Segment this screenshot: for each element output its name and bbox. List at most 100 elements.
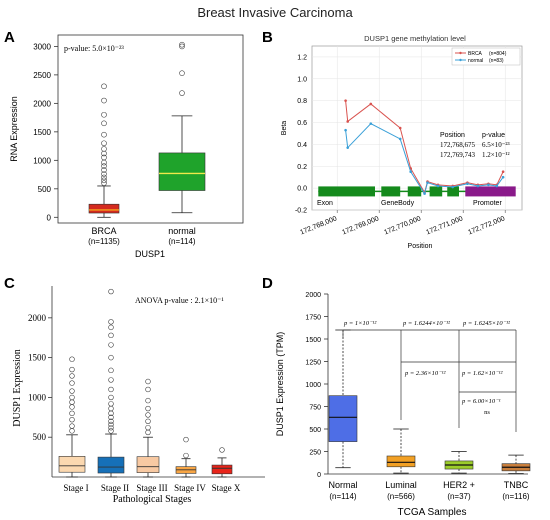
panel-c-stage-0-outlier <box>69 366 75 373</box>
panel-b-xlabel: Position <box>408 243 433 250</box>
panel-b-legend-name-1: normal <box>468 58 483 64</box>
panel-d-xtick-count: (n=116) <box>502 492 530 501</box>
panel-a-ytick-label: 0 <box>47 213 52 222</box>
panel-a: A 0 500 1000 1500 2000 2500 3000 RNA Expressio… <box>4 29 244 259</box>
panel-d-p-luminal-her2: p = 2.36×10⁻¹² <box>404 370 447 377</box>
panel-b-line-brca <box>345 100 504 194</box>
panel-d-xtick-count: (n=114) <box>329 492 357 501</box>
panel-c-stage-1-outlier <box>108 401 114 407</box>
panel-c-stage-2-box <box>136 456 160 473</box>
panel-a-ytick-label: 1500 <box>33 128 51 137</box>
panel-b-title: DUSP1 gene methylation level <box>364 34 466 43</box>
panel-d-ns-label: ns <box>484 409 490 416</box>
panel-d-ytick-label: 250 <box>309 450 321 457</box>
panel-b-ytick-label: 0.2 <box>297 164 307 171</box>
panel-b-exon-block <box>381 186 401 197</box>
panel-d-p-normal-luminal: p = 1×10⁻¹² <box>343 320 377 327</box>
panel-b-ytick-label: 1.0 <box>297 76 307 83</box>
figure-title: Breast Invasive Carcinoma <box>197 5 353 20</box>
panel-b: B DUSP1 gene methylation level -0.2 0.0 0.… <box>262 29 523 250</box>
panel-b-point-normal <box>346 146 350 149</box>
panel-a-ylabel: RNA Expression <box>9 96 19 162</box>
panel-d-y-axis: 0 250 500 750 1000 1250 1500 1750 2000 <box>305 292 328 479</box>
panel-c-stage-0-outlier <box>69 356 75 362</box>
panel-b-point-normal <box>398 137 402 141</box>
panel-d-p-luminal-tnbc: p = 1.62×10⁻¹² <box>461 370 504 377</box>
panel-b-point-normal <box>436 184 440 188</box>
panel-b-stats-header-0: Position <box>440 132 465 139</box>
panel-c-stage-1-outlier <box>108 342 114 348</box>
panel-b-point-normal <box>487 183 490 187</box>
panel-c-stage-1-outlier <box>108 424 114 431</box>
panel-b-genebody-label: GeneBody <box>381 200 415 207</box>
panel-b-ytick-label: 0.6 <box>297 120 307 127</box>
panel-c-stage-2-outlier <box>145 386 151 393</box>
panel-d: D 0 250 500 750 1000 1250 1500 1750 2000 DUSP1 E… <box>262 275 531 518</box>
panel-b-line-normal <box>345 123 504 195</box>
panel-a-brca-outlier <box>101 97 107 104</box>
panel-a-normal-outlier <box>179 43 185 50</box>
panel-b-legend-box <box>451 47 521 66</box>
panel-a-brca-outlier <box>101 159 107 166</box>
panel-d-xtick-count: (n=37) <box>447 492 471 501</box>
panel-a-brca-outlier <box>101 171 107 177</box>
panel-c-stage-2-outlier <box>145 429 151 436</box>
panel-b-ytick-label: -0.2 <box>295 208 307 215</box>
panel-c-stage-1-outlier <box>108 421 114 428</box>
panel-b-point-normal <box>476 184 480 188</box>
panel-c-stage-1-outlier <box>108 394 114 401</box>
panel-a-brca-outlier <box>101 177 107 184</box>
panel-c-stage-1-outlier <box>108 324 114 331</box>
panel-d-ytick-label: 750 <box>309 405 321 412</box>
panel-c-stage-2-outlier <box>145 424 151 431</box>
panel-a-brca-outlier <box>101 154 107 161</box>
panel-a-normal-box <box>158 152 206 191</box>
panel-d-0-box <box>328 395 358 442</box>
panel-c-stage-0-outlier <box>69 388 75 394</box>
panel-d-xtick-label: Normal <box>328 480 357 490</box>
panel-b-series <box>344 99 505 195</box>
panel-c-stage-4-box <box>211 464 233 475</box>
panel-a-brca-outlier <box>101 167 107 173</box>
panel-a-frame <box>57 34 244 224</box>
panel-c-xlabel: Pathological Stages <box>113 494 192 505</box>
panel-c-stage-1-box <box>97 456 125 474</box>
panel-letter-c: C <box>4 275 15 292</box>
panel-d-p-normal-tnbc: p = 1.6245×10⁻¹² <box>462 320 511 327</box>
panel-a-ytick-label: 3000 <box>33 42 51 51</box>
panel-c-annotation: ANOVA p-value : 2.1×10⁻¹ <box>135 296 224 305</box>
panel-b-stats-header-1: p-value <box>482 132 505 139</box>
panel-b-xtick-label: 172,769,000 <box>341 215 380 236</box>
panel-c-stage-1-outlier <box>108 386 114 393</box>
panel-c-ytick-label: 1500 <box>28 353 47 363</box>
panel-b-xtick-label: 172,772,000 <box>467 215 506 236</box>
panel-d-ytick-label: 1500 <box>305 337 321 344</box>
panel-c-xtick-label: Stage X <box>212 483 241 493</box>
panel-a-cat-1: normal <box>168 226 196 236</box>
panel-c-xtick-label: Stage II <box>101 483 129 493</box>
panel-b-exon-block <box>429 186 443 197</box>
panel-c-x-axis: Stage I Stage II Stage III Stage IV Stage X <box>63 483 240 493</box>
panel-b-legend-marker-1 <box>459 58 462 62</box>
panel-c: C 500 1000 1500 2000 DUSP1 Expression ANOVA… <box>4 275 265 505</box>
panel-a-count-1: (n=114) <box>168 237 196 246</box>
panel-c-stage-0-outlier <box>69 428 75 434</box>
panel-d-ylabel: DUSP1 Expression (TPM) <box>275 332 285 437</box>
panel-c-boxes <box>58 288 233 478</box>
panel-c-y-axis: 500 1000 1500 2000 <box>28 313 52 442</box>
panel-b-xtick-label: 172,770,000 <box>383 215 422 236</box>
panel-b-point-normal <box>369 122 373 125</box>
panel-a-xlabel: DUSP1 <box>135 249 165 259</box>
panel-b-point-brca <box>369 102 373 106</box>
panel-a-brca-outlier <box>101 140 107 147</box>
panel-c-stage-1-outlier <box>108 428 114 434</box>
panel-c-stage-2-outlier <box>145 397 151 404</box>
panel-a-ytick-label: 1000 <box>33 156 51 165</box>
panel-d-comparisons: p = 1×10⁻¹² p = 1.6244×10⁻¹² p = 1.6245×… <box>342 320 517 432</box>
panel-c-stage-4-outlier <box>219 447 225 453</box>
panel-a-brca-outlier <box>101 120 107 127</box>
panel-b-exon-block <box>318 186 375 197</box>
panel-b-legend-name-0: BRCA <box>468 51 483 57</box>
panel-a-ytick-label: 2000 <box>33 99 51 108</box>
